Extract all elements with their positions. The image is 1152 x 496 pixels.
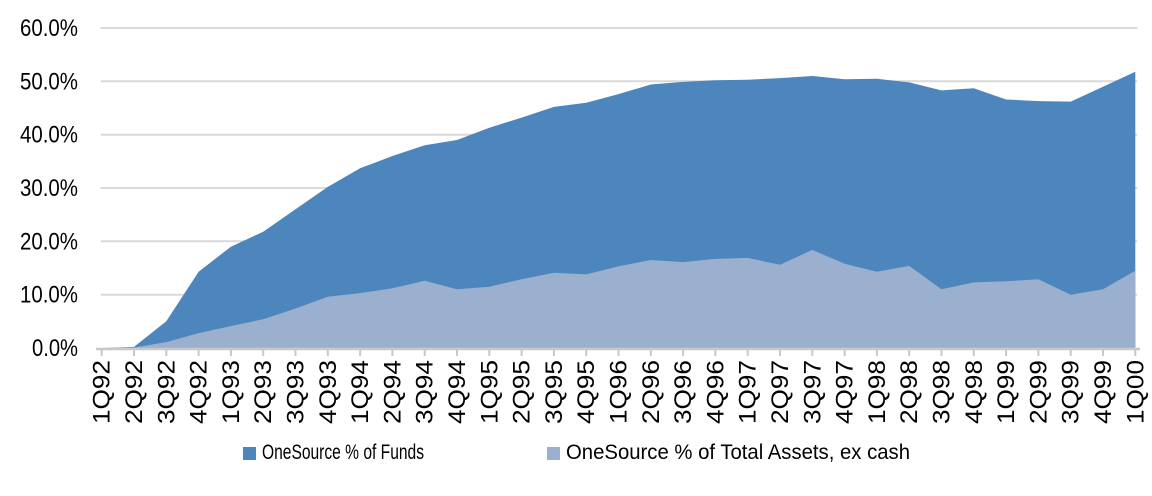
x-axis-label: 1Q96 xyxy=(606,360,633,424)
x-axis-label: 1Q92 xyxy=(89,360,116,424)
x-axis-label: 1Q94 xyxy=(347,360,374,424)
x-axis-label: 3Q94 xyxy=(412,360,439,424)
x-axis-label: 1Q99 xyxy=(993,360,1020,424)
area-assets xyxy=(101,249,1136,348)
x-axis-label: 3Q93 xyxy=(283,360,310,424)
x-axis-label: 3Q98 xyxy=(929,360,956,424)
x-axis-label: 1Q93 xyxy=(218,360,245,424)
legend-swatch-assets xyxy=(547,447,560,460)
x-axis-label: 1Q98 xyxy=(864,360,891,424)
legend-label-funds: OneSource % of Funds xyxy=(262,441,424,464)
x-axis-label: 4Q92 xyxy=(186,360,213,424)
x-axis-label: 2Q94 xyxy=(379,360,406,424)
x-axis-label: 3Q96 xyxy=(670,360,697,424)
x-axis-label: 3Q97 xyxy=(799,360,826,424)
x-axis-label: 4Q95 xyxy=(573,360,600,424)
y-axis-label: 20.0% xyxy=(20,228,78,255)
y-axis-label: 40.0% xyxy=(20,122,78,149)
x-axis-label: 4Q96 xyxy=(702,360,729,424)
x-axis-label: 1Q97 xyxy=(735,360,762,424)
x-axis-label: 3Q92 xyxy=(153,360,180,424)
x-axis-label: 4Q98 xyxy=(961,360,988,424)
x-axis-label: 2Q99 xyxy=(1025,360,1052,424)
x-axis-label: 2Q92 xyxy=(121,360,148,424)
x-axis-label: 4Q94 xyxy=(444,360,471,424)
legend-swatch-funds xyxy=(243,447,256,460)
x-axis-label: 4Q99 xyxy=(1090,360,1117,424)
x-axis-label: 3Q99 xyxy=(1058,360,1085,424)
chart-legend: OneSource % of Funds OneSource % of Tota… xyxy=(243,441,910,464)
y-axis-label: 50.0% xyxy=(20,68,78,95)
x-axis-label: 3Q95 xyxy=(541,360,568,424)
y-axis-label: 0.0% xyxy=(32,335,78,362)
x-axis-label: 2Q93 xyxy=(250,360,277,424)
y-axis-label: 30.0% xyxy=(20,175,78,202)
x-axis-label: 4Q93 xyxy=(315,360,342,424)
x-axis-label: 2Q98 xyxy=(896,360,923,424)
x-axis-label: 1Q95 xyxy=(476,360,503,424)
x-axis-label: 4Q97 xyxy=(832,360,859,424)
x-axis-label: 2Q96 xyxy=(638,360,665,424)
x-axis-label: 1Q00 xyxy=(1122,360,1149,424)
x-axis-label: 2Q97 xyxy=(767,360,794,424)
plot-area: 0.0%10.0%20.0%30.0%40.0%50.0%60.0%1Q92 2Q… xyxy=(20,15,1149,424)
x-axis-label: 2Q95 xyxy=(509,360,536,424)
legend-label-assets: OneSource % of Total Assets, ex cash xyxy=(566,441,910,464)
y-axis-label: 10.0% xyxy=(20,282,78,309)
y-axis-label: 60.0% xyxy=(20,15,78,42)
